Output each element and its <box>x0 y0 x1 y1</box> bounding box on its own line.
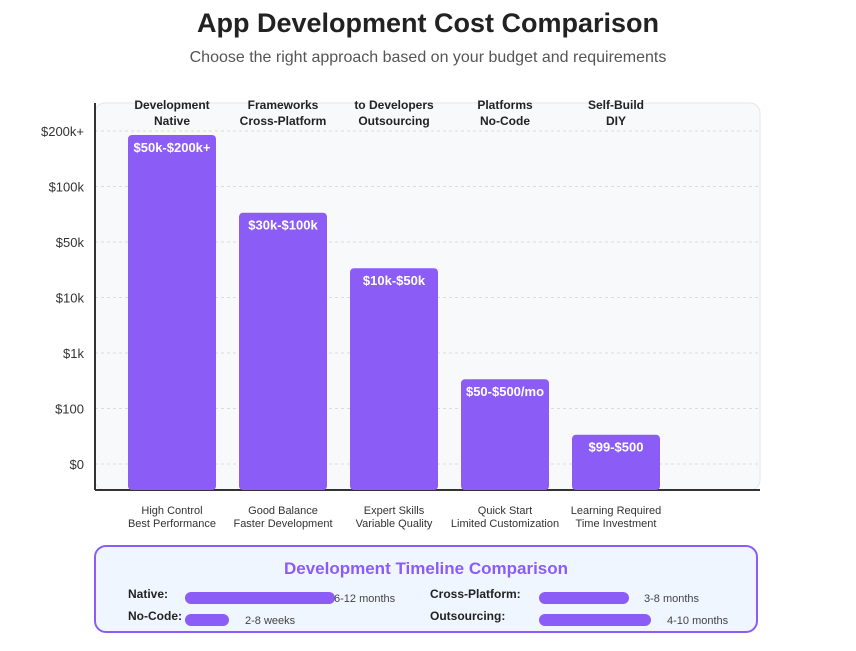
category-note: Best Performance <box>128 518 216 530</box>
bar <box>350 268 438 490</box>
category-header: No-Code <box>480 114 530 128</box>
timeline-title: Development Timeline Comparison <box>283 559 569 578</box>
category-header: to Developers <box>354 98 434 112</box>
timeline-label-outsourcing: Outsourcing: <box>430 609 506 623</box>
y-tick-label: $200k+ <box>41 124 84 139</box>
timeline-duration-cross-platform: 3-8 months <box>644 593 700 605</box>
y-tick-label: $0 <box>70 457 84 472</box>
bar-value-label: $50k-$200k+ <box>134 140 211 155</box>
category-note: Good Balance <box>248 505 318 517</box>
category-note: High Control <box>141 505 202 517</box>
timeline-panel: Development Timeline Comparison Native: … <box>94 545 758 633</box>
timeline-duration-native: 6-12 months <box>334 593 396 605</box>
y-tick-label: $100 <box>55 402 84 417</box>
timeline-bar-no-code <box>185 614 229 626</box>
timeline-bar-native <box>185 592 335 604</box>
category-note: Variable Quality <box>356 518 433 530</box>
timeline-label-no-code: No-Code: <box>128 609 182 623</box>
bar-value-label: $30k-$100k <box>248 218 318 233</box>
category-note: Faster Development <box>233 518 332 530</box>
category-header: Platforms <box>477 98 533 112</box>
category-header: DIY <box>606 114 626 128</box>
timeline-bar-outsourcing <box>539 614 651 626</box>
category-header: Native <box>154 114 190 128</box>
chart-subtitle: Choose the right approach based on your … <box>189 49 667 66</box>
category-note: Limited Customization <box>451 518 559 530</box>
category-header: Outsourcing <box>358 114 429 128</box>
y-tick-label: $1k <box>63 346 84 361</box>
y-tick-label: $100k <box>49 180 85 195</box>
category-note: Learning Required <box>571 505 662 517</box>
bar-value-label: $50-$500/mo <box>466 384 544 399</box>
bar-value-label: $10k-$50k <box>363 273 426 288</box>
chart-title: App Development Cost Comparison <box>196 8 660 38</box>
timeline-label-native: Native: <box>128 587 169 601</box>
category-header: Cross-Platform <box>240 114 327 128</box>
bar <box>239 212 327 490</box>
category-header: Self-Build <box>588 98 644 112</box>
category-header: Frameworks <box>248 98 319 112</box>
bar <box>128 135 216 490</box>
category-header: Development <box>134 98 209 112</box>
timeline-bar-cross-platform <box>539 592 629 604</box>
timeline-duration-no-code: 2-8 weeks <box>245 615 296 627</box>
bar <box>461 379 549 490</box>
timeline-duration-outsourcing: 4-10 months <box>667 615 729 627</box>
category-note: Quick Start <box>478 505 532 517</box>
y-tick-label: $10k <box>56 291 85 306</box>
timeline-label-cross-platform: Cross-Platform: <box>430 587 521 601</box>
y-tick-label: $50k <box>56 235 85 250</box>
cost-bar-chart: $200k+ $100k $50k $10k $1k $100 $0 $50k-$200k+ D… <box>41 98 761 530</box>
bar <box>572 434 660 490</box>
bar-value-label: $99-$500 <box>589 440 644 455</box>
category-note: Expert Skills <box>364 505 425 517</box>
category-note: Time Investment <box>576 518 657 530</box>
